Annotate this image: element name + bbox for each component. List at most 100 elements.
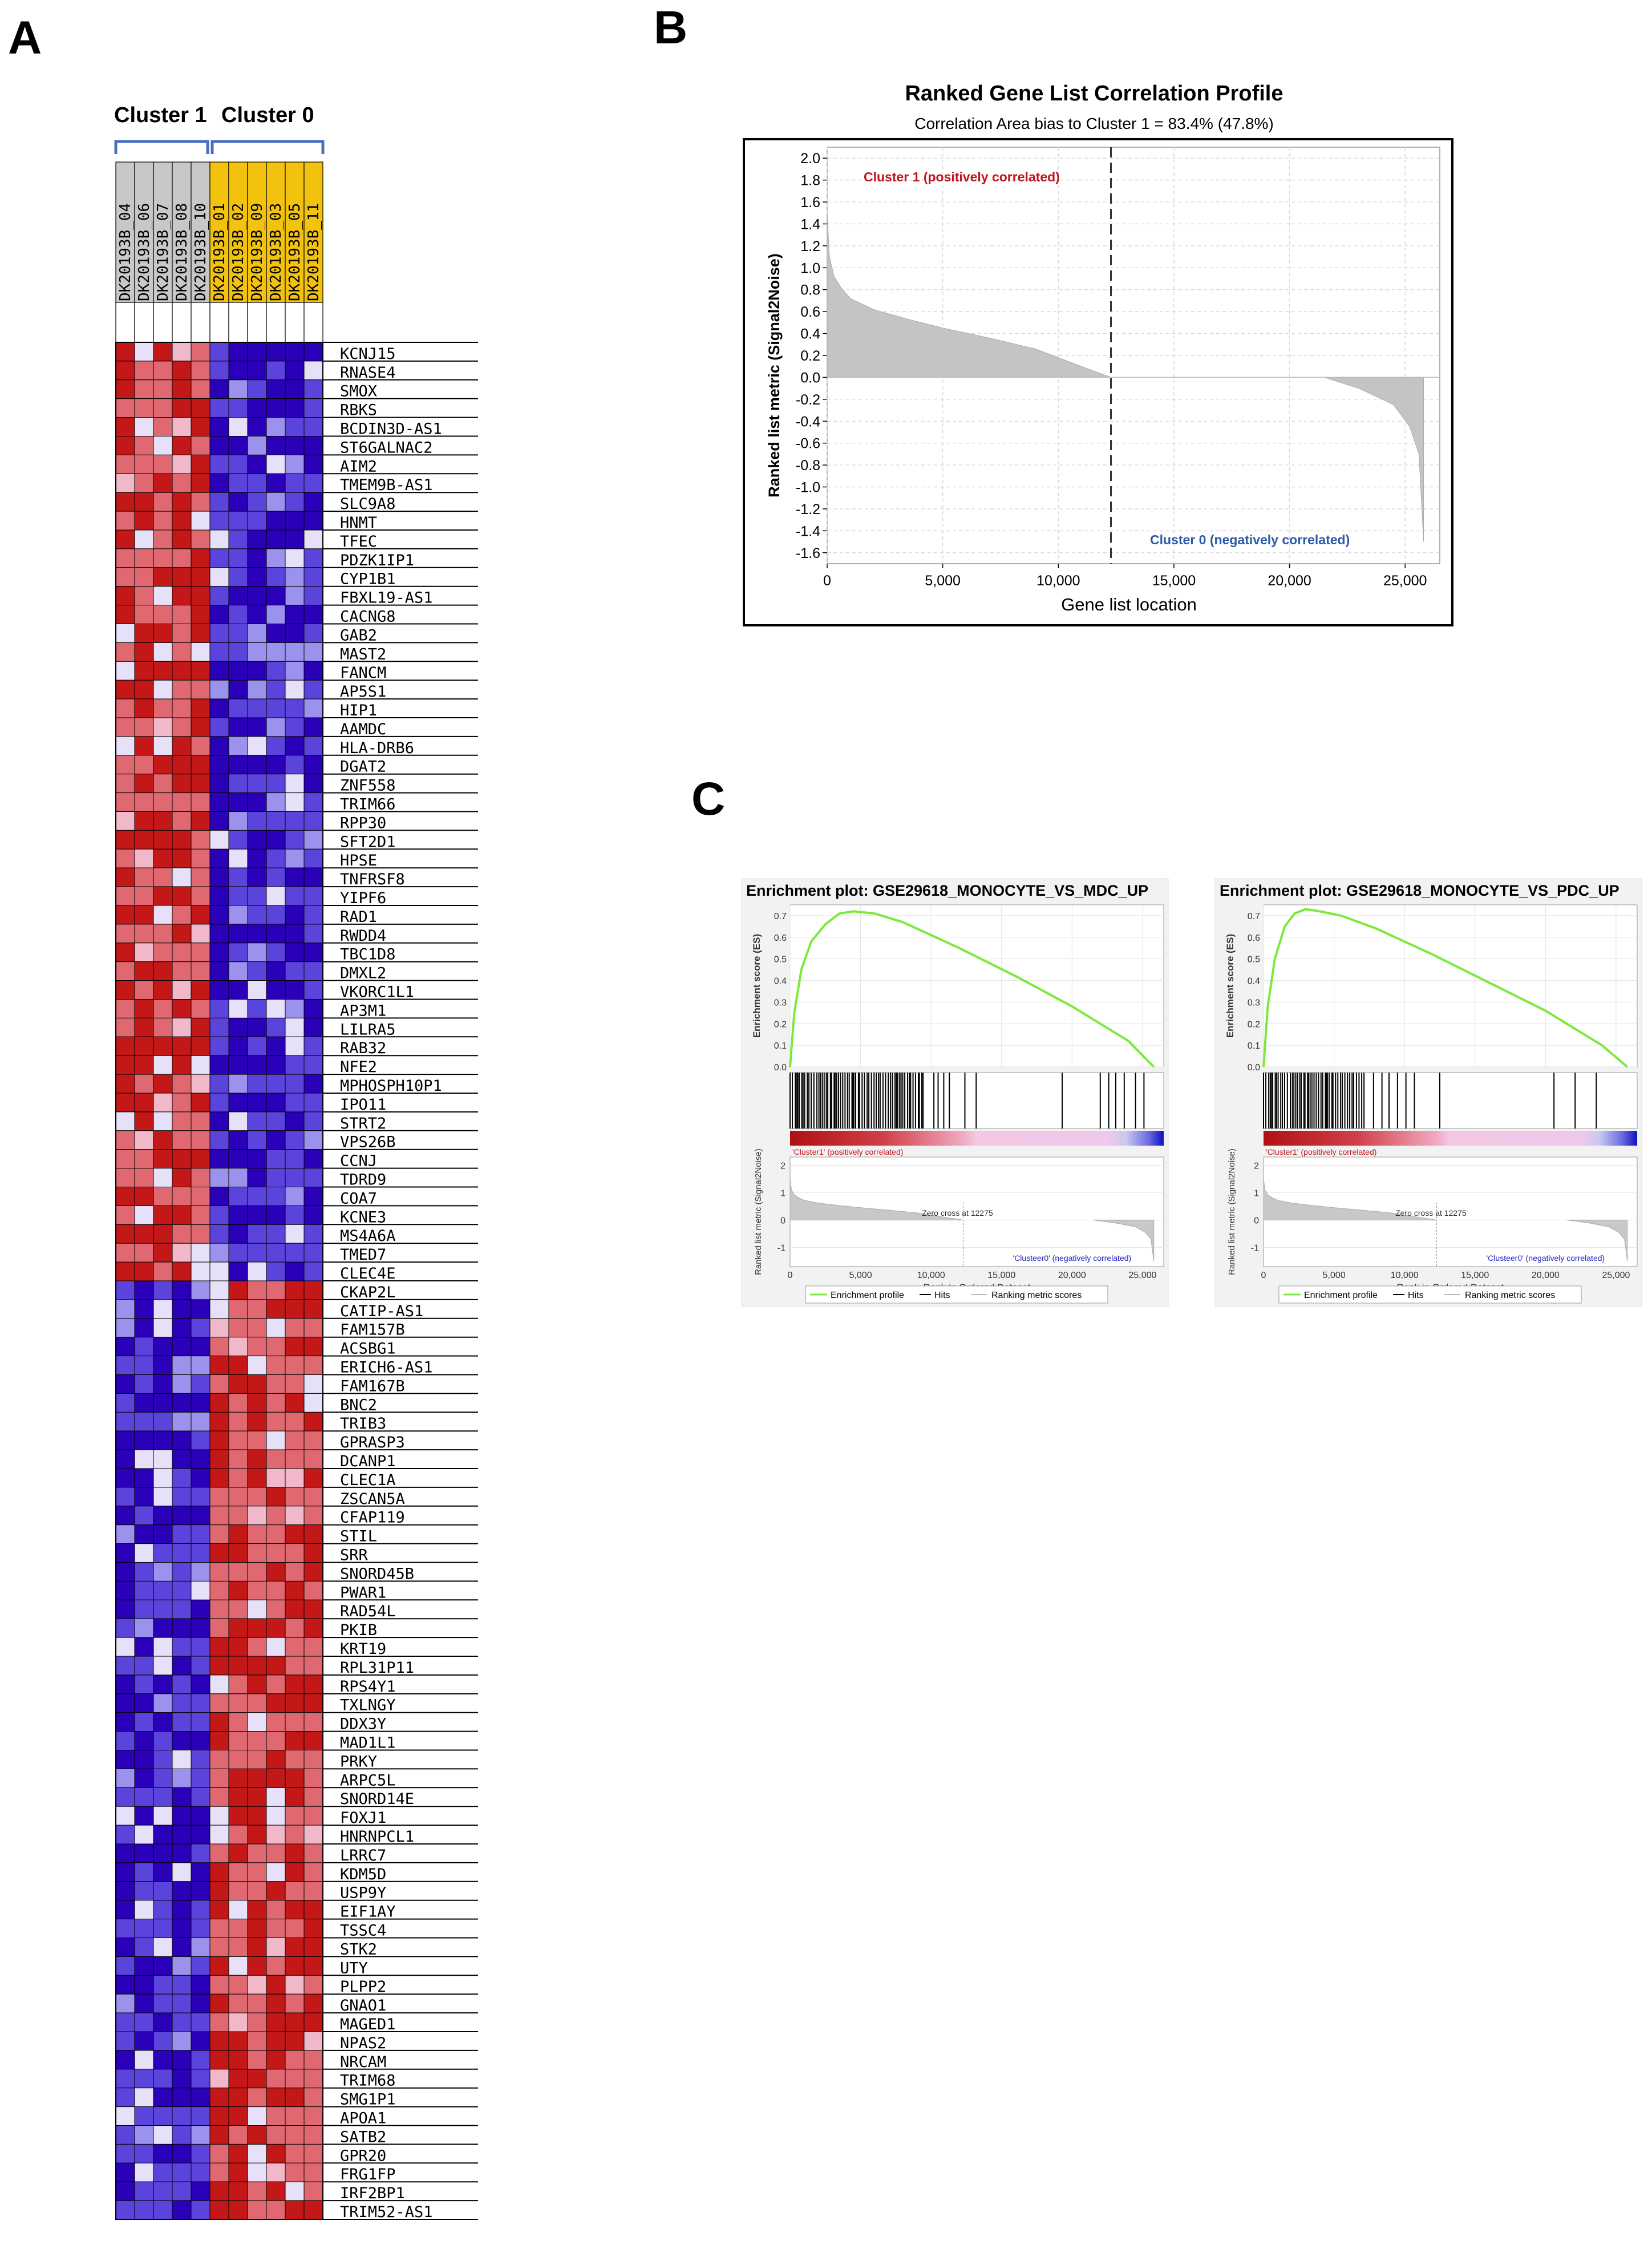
heatmap-cell	[191, 1506, 210, 1526]
heatmap-cell	[191, 1806, 210, 1826]
profile-xtick-label: 10,000	[1036, 573, 1080, 589]
heatmap-cell	[191, 398, 210, 418]
heatmap-cell	[172, 867, 192, 887]
heatmap-cell	[115, 999, 135, 1018]
heatmap-cell	[134, 1280, 154, 1300]
heatmap-cell	[172, 924, 192, 944]
heatmap-cell	[209, 1055, 229, 1075]
heatmap-cell	[266, 342, 286, 362]
heatmap-cell	[228, 642, 248, 662]
heatmap-cell	[209, 2069, 229, 2089]
enrichment-xtick-label: 25,000	[1128, 1271, 1156, 1280]
heatmap-cell	[247, 567, 267, 587]
heatmap-cell	[303, 924, 323, 944]
heatmap-cell	[228, 1337, 248, 1357]
heatmap-cell	[247, 624, 267, 643]
heatmap-cell	[134, 642, 154, 662]
heatmap-cell	[209, 736, 229, 756]
heatmap-cell	[209, 1468, 229, 1488]
heatmap-cell	[153, 1374, 173, 1394]
gene-label: HIP1	[340, 702, 377, 719]
metric-ytick-label: 1	[1254, 1188, 1259, 1198]
heatmap-cell	[153, 567, 173, 587]
heatmap-cell	[228, 379, 248, 399]
heatmap-cell	[134, 924, 154, 944]
heatmap-cell	[285, 1243, 305, 1263]
heatmap-cell	[191, 1149, 210, 1169]
heatmap-cell	[191, 1017, 210, 1037]
heatmap-cell	[172, 1768, 192, 1788]
heatmap-cell	[172, 1806, 192, 1826]
heatmap-cell	[191, 342, 210, 362]
heatmap-cell	[134, 1656, 154, 1676]
heatmap-cell	[285, 1111, 305, 1131]
heatmap-cell	[303, 999, 323, 1018]
profile-ytick-label: 0.0	[800, 370, 820, 386]
heatmap-cell	[172, 511, 192, 531]
heatmap-cell	[153, 2181, 173, 2201]
heatmap-cell	[115, 1693, 135, 1713]
gene-label: CLEC4E	[340, 1265, 396, 1283]
heatmap-cell	[266, 961, 286, 981]
heatmap-cell	[209, 1093, 229, 1113]
heatmap-cell	[247, 1149, 267, 1169]
heatmap-cell	[266, 1580, 286, 1600]
gene-label: YIPF6	[340, 889, 386, 907]
heatmap-cell	[172, 1224, 192, 1244]
heatmap-cell	[247, 379, 267, 399]
heatmap-cell	[247, 1017, 267, 1037]
heatmap-cell	[266, 567, 286, 587]
profile-ytick-label: 2.0	[800, 151, 820, 167]
heatmap-cell	[191, 1562, 210, 1582]
heatmap-cell	[266, 717, 286, 737]
heatmap-cell	[228, 1093, 248, 1113]
gene-label: SFT2D1	[340, 833, 396, 851]
heatmap-cell	[153, 2125, 173, 2145]
heatmap-cell	[115, 567, 135, 587]
heatmap-cell	[153, 867, 173, 887]
heatmap-cell	[303, 1975, 323, 1995]
metric-ytick-label: 1	[780, 1188, 785, 1198]
heatmap-cell	[209, 2012, 229, 2032]
heatmap-cell	[115, 1993, 135, 2013]
profile-ytick-label: 0.6	[800, 304, 820, 320]
heatmap-cell	[228, 774, 248, 794]
hits-band	[789, 1072, 1164, 1129]
heatmap-cell	[153, 1393, 173, 1413]
heatmap-panel: Cluster 1 Cluster 0 DK20193B_04 DK20193B_…	[114, 103, 478, 2221]
heatmap-cell	[115, 417, 135, 436]
es-ytick-label: 0.2	[774, 1020, 787, 1029]
heatmap-cell	[209, 1168, 229, 1187]
heatmap-cell	[285, 1825, 305, 1845]
heatmap-cell	[247, 1656, 267, 1676]
heatmap-cell	[134, 1524, 154, 1544]
heatmap-cell	[153, 886, 173, 906]
heatmap-cell	[266, 1768, 286, 1788]
heatmap-cell	[191, 1374, 210, 1394]
heatmap-cell	[191, 548, 210, 568]
heatmap-cell	[115, 717, 135, 737]
heatmap-cell	[115, 1149, 135, 1169]
heatmap-cell	[134, 586, 154, 606]
sample-label: DK20193B_06	[136, 203, 153, 301]
gene-label: GPRASP3	[340, 1434, 405, 1451]
metric-ytick-label: 2	[1254, 1161, 1259, 1171]
heatmap-cell	[247, 2088, 267, 2108]
sample-label: DK20193B_07	[155, 203, 172, 301]
heatmap-cell	[228, 1149, 248, 1169]
heatmap-cell	[303, 436, 323, 455]
sample-header	[303, 161, 323, 303]
heatmap-cell	[266, 492, 286, 512]
gene-label: MAST2	[340, 645, 386, 663]
heatmap-cell	[266, 1543, 286, 1563]
heatmap-cell	[266, 586, 286, 606]
heatmap-cell	[153, 1130, 173, 1150]
heatmap-cell	[209, 1543, 229, 1563]
enrichment-profile-line	[1262, 908, 1628, 1068]
heatmap-cell	[191, 586, 210, 606]
heatmap-cell	[303, 1393, 323, 1413]
heatmap-cell	[172, 830, 192, 850]
heatmap-cell	[209, 755, 229, 775]
heatmap-cell	[191, 1731, 210, 1751]
heatmap-cell	[209, 1111, 229, 1131]
